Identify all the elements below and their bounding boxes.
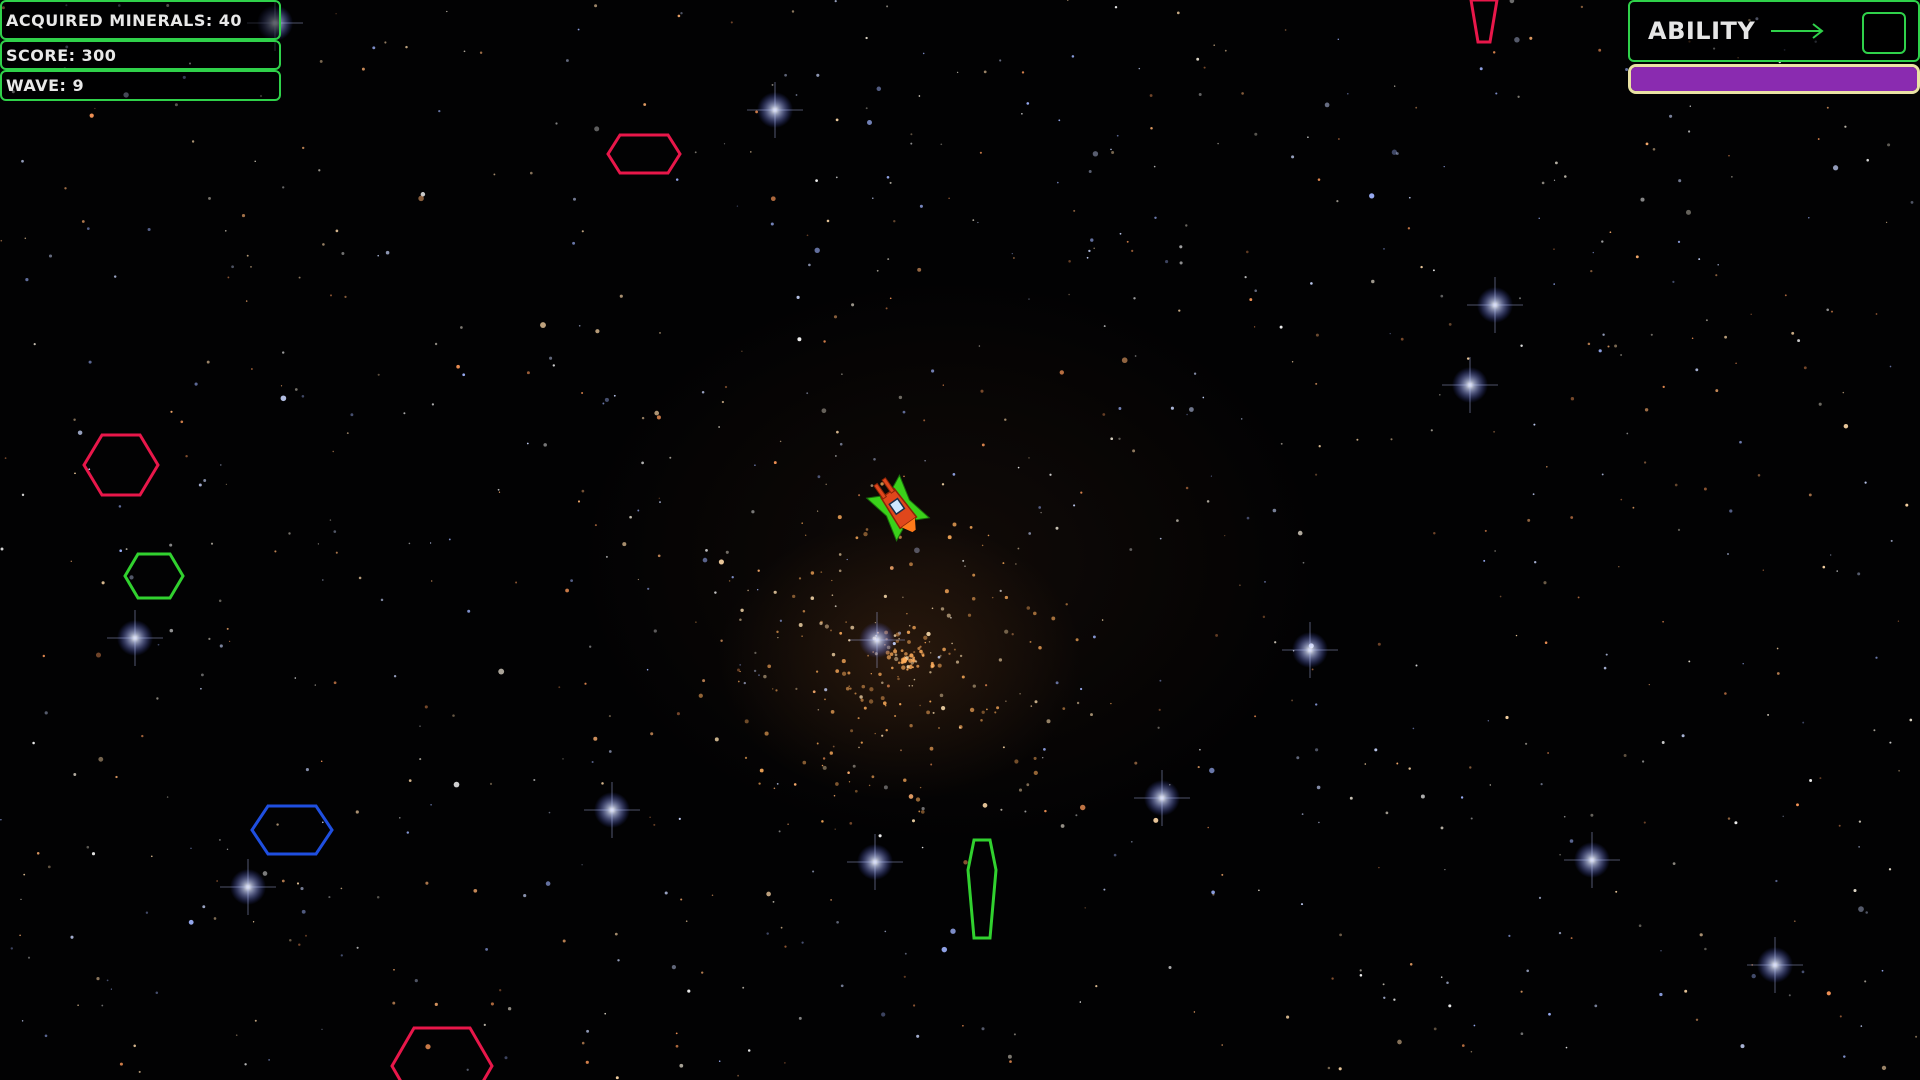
hexagon-enemy-icon [250,804,334,856]
player-ship-icon[interactable] [856,466,940,550]
wave-value: 9 [72,76,85,95]
score-counter: SCORE: 300 [0,40,281,70]
hexagon-enemy-icon [123,552,185,600]
ability-charge-bar [1628,64,1920,94]
score-label: SCORE: [6,45,76,65]
hexagon-enemy-icon [966,838,998,940]
minerals-label: ACQUIRED MINERALS: [6,10,213,30]
ability-label: ABILITY [1648,17,1756,45]
hexagon-enemy-icon [1469,0,1499,44]
ability-panel: ABILITY [1628,0,1920,62]
ability-slot-button[interactable] [1862,12,1906,54]
wave-counter: WAVE: 9 [0,70,281,101]
hexagon-enemy-icon [390,1026,494,1080]
minerals-counter: ACQUIRED MINERALS: 40 [0,0,281,40]
score-value: 300 [81,45,117,65]
ability-charge-fill [1631,67,1917,91]
hexagon-enemy-icon [606,133,682,175]
hexagon-enemy-icon [82,433,160,497]
wave-label: WAVE: [6,76,67,95]
minerals-value: 40 [218,10,243,30]
arrow-right-icon [1771,23,1824,39]
